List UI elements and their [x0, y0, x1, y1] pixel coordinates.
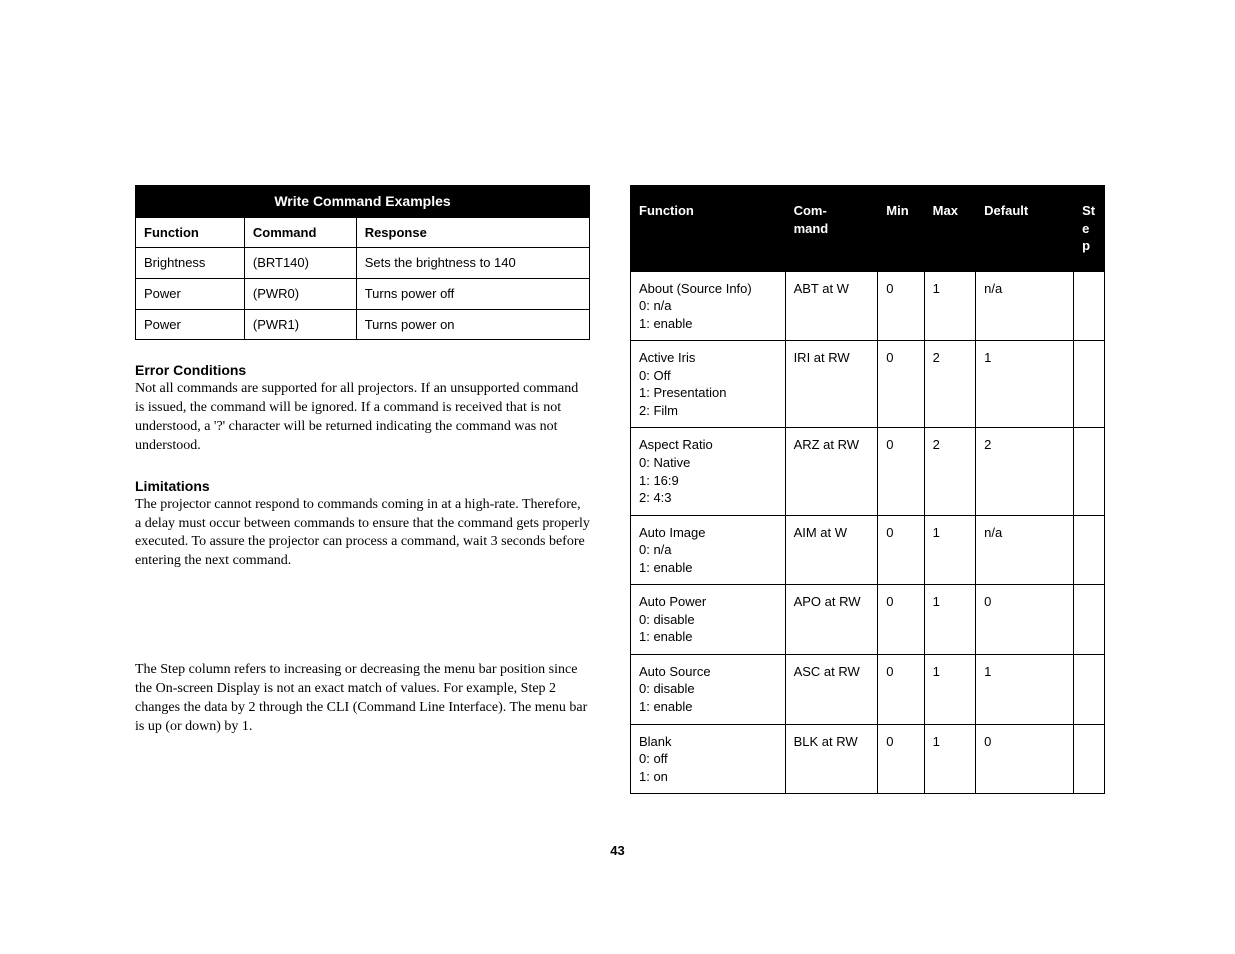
cell: [1074, 585, 1105, 655]
left-column: Write Command Examples Function Command …: [135, 185, 590, 794]
cell: Turns power off: [356, 278, 589, 309]
func-header-default: Default: [976, 186, 1074, 272]
cell: [1074, 341, 1105, 428]
table-row: Aspect Ratio 0: Native 1: 16:9 2: 4:3 AR…: [631, 428, 1105, 515]
cell: 2: [924, 341, 976, 428]
cell: Auto Source 0: disable 1: enable: [631, 654, 786, 724]
cell: 1: [924, 585, 976, 655]
cell: 1: [924, 654, 976, 724]
table-row: Blank 0: off 1: on BLK at RW 0 1 0: [631, 724, 1105, 794]
limitations-heading: Limitations: [135, 478, 590, 494]
cell: IRI at RW: [785, 341, 878, 428]
table-row: About (Source Info) 0: n/a 1: enable ABT…: [631, 271, 1105, 341]
cell: BLK at RW: [785, 724, 878, 794]
page-number: 43: [0, 843, 1235, 858]
cell: 0: [878, 585, 924, 655]
write-header-function: Function: [136, 217, 245, 248]
table-row: Auto Source 0: disable 1: enable ASC at …: [631, 654, 1105, 724]
write-table-title: Write Command Examples: [136, 186, 590, 218]
cell: 0: [976, 585, 1074, 655]
cell: ABT at W: [785, 271, 878, 341]
write-header-command: Command: [244, 217, 356, 248]
func-header-function: Function: [631, 186, 786, 272]
cell: Power: [136, 278, 245, 309]
right-column: Function Com- mand Min Max Default St e …: [630, 185, 1105, 794]
cell: 0: [976, 724, 1074, 794]
cell: Brightness: [136, 248, 245, 279]
cell: ARZ at RW: [785, 428, 878, 515]
table-row: Active Iris 0: Off 1: Presentation 2: Fi…: [631, 341, 1105, 428]
cell: Active Iris 0: Off 1: Presentation 2: Fi…: [631, 341, 786, 428]
cell: 0: [878, 341, 924, 428]
cell: 0: [878, 724, 924, 794]
cell: APO at RW: [785, 585, 878, 655]
table-row: Auto Image 0: n/a 1: enable AIM at W 0 1…: [631, 515, 1105, 585]
func-header-max: Max: [924, 186, 976, 272]
limitations-body: The projector cannot respond to commands…: [135, 496, 590, 572]
cell: Auto Image 0: n/a 1: enable: [631, 515, 786, 585]
cell: [1074, 724, 1105, 794]
func-header-min: Min: [878, 186, 924, 272]
cell: 2: [924, 428, 976, 515]
cell: Turns power on: [356, 309, 589, 340]
cell: n/a: [976, 271, 1074, 341]
cell: Power: [136, 309, 245, 340]
cell: Sets the brightness to 140: [356, 248, 589, 279]
cell: ASC at RW: [785, 654, 878, 724]
cell: Aspect Ratio 0: Native 1: 16:9 2: 4:3: [631, 428, 786, 515]
error-heading: Error Conditions: [135, 362, 590, 378]
cell: [1074, 515, 1105, 585]
cell: 1: [924, 724, 976, 794]
func-header-command: Com- mand: [785, 186, 878, 272]
cell: (PWR1): [244, 309, 356, 340]
table-row: Power (PWR1) Turns power on: [136, 309, 590, 340]
table-row: Power (PWR0) Turns power off: [136, 278, 590, 309]
cell: 0: [878, 654, 924, 724]
cell: [1074, 428, 1105, 515]
cell: (PWR0): [244, 278, 356, 309]
cell: 0: [878, 515, 924, 585]
page-container: Write Command Examples Function Command …: [0, 0, 1235, 794]
cell: 1: [924, 271, 976, 341]
cell: 2: [976, 428, 1074, 515]
cell: [1074, 271, 1105, 341]
cell: (BRT140): [244, 248, 356, 279]
func-header-step: St e p: [1074, 186, 1105, 272]
error-body: Not all commands are supported for all p…: [135, 380, 590, 456]
table-row: Brightness (BRT140) Sets the brightness …: [136, 248, 590, 279]
cell: 0: [878, 271, 924, 341]
step-note: The Step column refers to increasing or …: [135, 661, 590, 737]
cell: Blank 0: off 1: on: [631, 724, 786, 794]
cell: AIM at W: [785, 515, 878, 585]
cell: Auto Power 0: disable 1: enable: [631, 585, 786, 655]
cell: About (Source Info) 0: n/a 1: enable: [631, 271, 786, 341]
cell: 0: [878, 428, 924, 515]
cell: 1: [976, 654, 1074, 724]
cell: 1: [976, 341, 1074, 428]
function-table: Function Com- mand Min Max Default St e …: [630, 185, 1105, 794]
cell: [1074, 654, 1105, 724]
cell: n/a: [976, 515, 1074, 585]
write-header-response: Response: [356, 217, 589, 248]
cell: 1: [924, 515, 976, 585]
write-command-table: Write Command Examples Function Command …: [135, 185, 590, 340]
table-row: Auto Power 0: disable 1: enable APO at R…: [631, 585, 1105, 655]
